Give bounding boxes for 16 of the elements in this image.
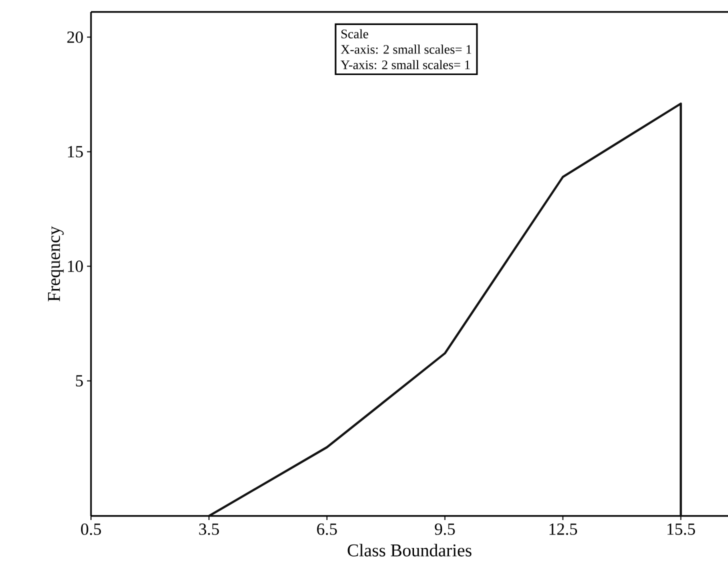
annotation: X-axis: 2 small scales= 1 bbox=[340, 44, 472, 54]
y-tick-label: 5 bbox=[76, 375, 83, 386]
annotation: Scale bbox=[341, 29, 368, 38]
y-tick-label: 15 bbox=[68, 146, 83, 158]
x-tick-label: 15.5 bbox=[667, 523, 695, 535]
x-tick-label: 9.5 bbox=[434, 523, 455, 535]
y-axis-title: Frequency bbox=[48, 226, 64, 302]
x-tick-label: 0.5 bbox=[81, 523, 101, 535]
x-axis-title: Class Boundaries bbox=[348, 544, 472, 556]
y-tick-label: 20 bbox=[67, 31, 83, 43]
y-tick-label: 10 bbox=[68, 260, 83, 272]
line-series bbox=[208, 102, 682, 518]
x-tick-label: 6.5 bbox=[317, 523, 337, 535]
x-tick-label: 12.5 bbox=[550, 523, 578, 535]
annotation: Y-axis: 2 small scales= 1 bbox=[340, 60, 470, 70]
x-tick-label: 3.5 bbox=[199, 523, 219, 535]
